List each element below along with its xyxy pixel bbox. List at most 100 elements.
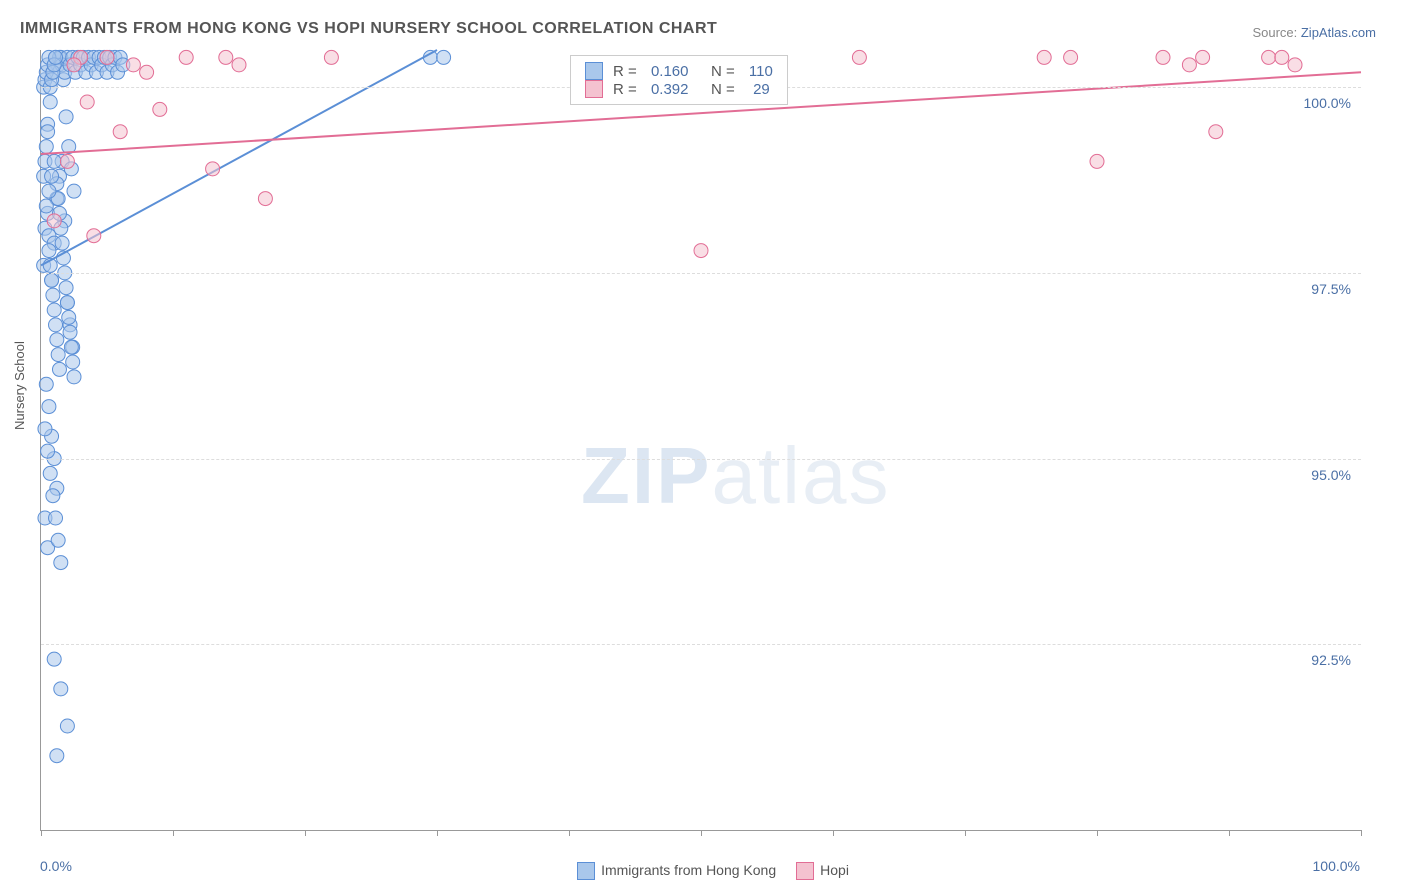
x-tick xyxy=(1097,830,1098,836)
data-point xyxy=(437,50,451,64)
data-point xyxy=(1064,50,1078,64)
data-point xyxy=(49,50,63,64)
data-point xyxy=(52,362,66,376)
data-point xyxy=(47,652,61,666)
data-point xyxy=(49,318,63,332)
legend-box: R = 0.160 N = 110R = 0.392 N = 29 xyxy=(570,55,788,105)
legend-r-label: R = xyxy=(613,81,641,98)
legend-n-value: 110 xyxy=(749,63,773,80)
data-point xyxy=(47,214,61,228)
data-point xyxy=(67,184,81,198)
source-label: Source: xyxy=(1252,25,1300,40)
data-point xyxy=(60,154,74,168)
x-tick xyxy=(173,830,174,836)
data-point xyxy=(54,682,68,696)
data-point xyxy=(324,50,338,64)
data-point xyxy=(60,719,74,733)
data-point xyxy=(39,377,53,391)
data-point xyxy=(41,125,55,139)
data-point xyxy=(1275,50,1289,64)
data-point xyxy=(232,58,246,72)
data-point xyxy=(45,273,59,287)
x-tick xyxy=(1229,830,1230,836)
x-tick xyxy=(701,830,702,836)
data-point xyxy=(60,296,74,310)
data-point xyxy=(206,162,220,176)
plot-area: ZIPatlas 100.0%97.5%95.0%92.5% xyxy=(40,50,1361,831)
x-axis-max-label: 100.0% xyxy=(1313,858,1360,874)
bottom-legend: Immigrants from Hong Kong Hopi xyxy=(0,862,1406,880)
data-point xyxy=(59,110,73,124)
legend-r-value: 0.160 xyxy=(651,63,689,80)
data-point xyxy=(42,184,56,198)
data-point xyxy=(42,244,56,258)
x-tick xyxy=(833,830,834,836)
data-point xyxy=(219,50,233,64)
y-tick-label: 92.5% xyxy=(1311,652,1351,668)
data-point xyxy=(47,303,61,317)
source-link[interactable]: ZipAtlas.com xyxy=(1301,25,1376,40)
data-point xyxy=(80,95,94,109)
data-point xyxy=(46,489,60,503)
data-point xyxy=(64,340,78,354)
legend-r-value: 0.392 xyxy=(651,81,689,98)
data-point xyxy=(113,125,127,139)
data-point xyxy=(153,102,167,116)
data-point xyxy=(1209,125,1223,139)
chart-title: IMMIGRANTS FROM HONG KONG VS HOPI NURSER… xyxy=(20,20,717,38)
legend-n-value: 29 xyxy=(749,81,770,98)
legend-swatch xyxy=(796,862,814,880)
data-point xyxy=(100,50,114,64)
data-point xyxy=(1182,58,1196,72)
gridline xyxy=(41,273,1361,274)
data-point xyxy=(62,310,76,324)
data-point xyxy=(43,466,57,480)
data-point xyxy=(1196,50,1210,64)
legend-row: R = 0.392 N = 29 xyxy=(585,80,773,98)
data-point xyxy=(51,533,65,547)
data-point xyxy=(258,192,272,206)
data-point xyxy=(45,169,59,183)
data-point xyxy=(51,348,65,362)
legend-n-label: N = xyxy=(698,81,738,98)
data-point xyxy=(39,140,53,154)
data-point xyxy=(1037,50,1051,64)
legend-r-label: R = xyxy=(613,63,641,80)
data-point xyxy=(38,422,52,436)
data-point xyxy=(1288,58,1302,72)
data-point xyxy=(63,325,77,339)
x-tick xyxy=(437,830,438,836)
y-tick-label: 100.0% xyxy=(1304,95,1351,111)
data-point xyxy=(50,749,64,763)
y-tick-label: 97.5% xyxy=(1311,281,1351,297)
data-point xyxy=(41,444,55,458)
gridline xyxy=(41,644,1361,645)
data-point xyxy=(140,65,154,79)
data-point xyxy=(694,244,708,258)
x-tick xyxy=(569,830,570,836)
y-tick-label: 95.0% xyxy=(1311,467,1351,483)
data-point xyxy=(1090,154,1104,168)
data-point xyxy=(67,58,81,72)
legend-series-name: Hopi xyxy=(820,862,849,878)
legend-swatch xyxy=(577,862,595,880)
data-point xyxy=(1262,50,1276,64)
data-point xyxy=(87,229,101,243)
x-tick xyxy=(41,830,42,836)
data-point xyxy=(39,199,53,213)
legend-series-name: Immigrants from Hong Kong xyxy=(601,862,776,878)
source-citation: Source: ZipAtlas.com xyxy=(1252,25,1376,40)
x-tick xyxy=(965,830,966,836)
x-tick xyxy=(305,830,306,836)
gridline xyxy=(41,459,1361,460)
chart-svg xyxy=(41,50,1361,830)
x-tick xyxy=(1361,830,1362,836)
data-point xyxy=(46,288,60,302)
legend-swatch xyxy=(585,80,603,98)
data-point xyxy=(50,333,64,347)
data-point xyxy=(43,95,57,109)
data-point xyxy=(67,370,81,384)
data-point xyxy=(179,50,193,64)
data-point xyxy=(42,400,56,414)
data-point xyxy=(54,556,68,570)
